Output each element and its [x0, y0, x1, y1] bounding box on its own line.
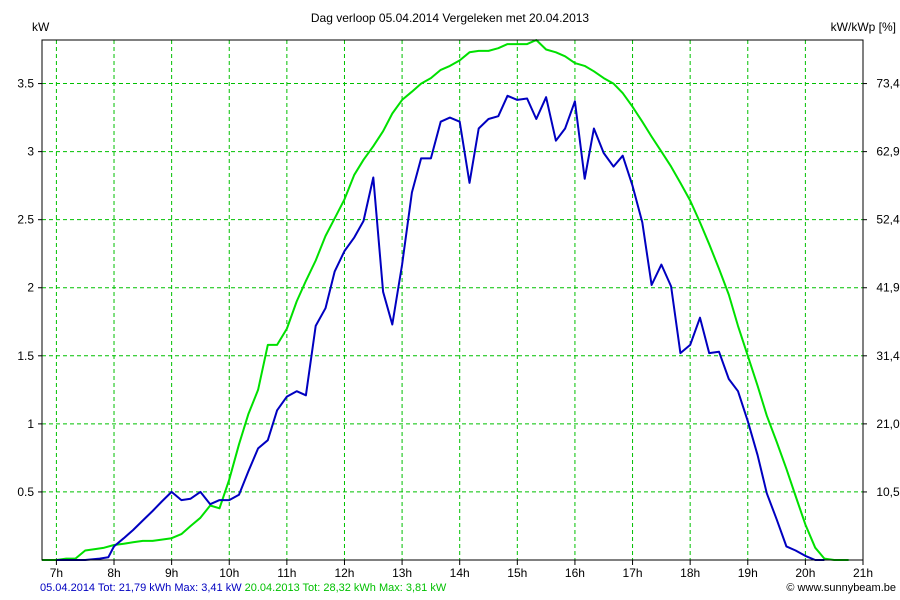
y-axis-label-right: kW/kWp [%]: [831, 20, 896, 34]
credit-text: www.sunnybeam.be: [794, 582, 896, 594]
y-tick-label-left: 2: [27, 281, 34, 295]
x-tick-label: 14h: [450, 566, 470, 580]
x-tick-label: 18h: [680, 566, 700, 580]
series-line-20.04.2013: [42, 39, 849, 561]
chart-title: Dag verloop 05.04.2014 Vergeleken met 20…: [311, 11, 590, 25]
x-tick-label: 20h: [795, 566, 815, 580]
x-tick-label: 12h: [334, 566, 354, 580]
y-tick-label-right: 52,4: [876, 213, 900, 227]
y-tick-label-left: 2.5: [17, 213, 34, 227]
series-layer: [42, 39, 849, 561]
y-tick-label-right: 21,0: [876, 417, 900, 431]
x-tick-label: 11h: [277, 566, 296, 580]
legend-entry-2013: 20.04.2013 Tot: 28,32 kWh Max: 3,81 kW: [244, 582, 447, 594]
x-tick-label: 21h: [853, 566, 873, 580]
series-line-05.04.2014: [56, 94, 825, 561]
legend-footer: 05.04.2014 Tot: 21,79 kWh Max: 3,41 kW 2…: [40, 582, 446, 594]
x-tick-label: 15h: [507, 566, 527, 580]
y-tick-label-left: 1.5: [17, 349, 34, 363]
x-tick-label: 10h: [219, 566, 239, 580]
y-tick-label-left: 1: [27, 417, 34, 431]
y-tick-label-right: 73,4: [876, 77, 900, 91]
x-tick-label: 17h: [623, 566, 643, 580]
y-axis-label-left: kW: [32, 20, 50, 34]
x-tick-label: 9h: [165, 566, 178, 580]
y-tick-label-left: 0.5: [17, 485, 34, 499]
x-tick-label: 7h: [50, 566, 63, 580]
legend-entry-2014: 05.04.2014 Tot: 21,79 kWh Max: 3,41 kW: [40, 582, 242, 594]
y-tick-label-right: 41,9: [876, 281, 900, 295]
y-tick-label-right: 10,5: [876, 485, 900, 499]
copyright-icon: ©: [786, 582, 795, 594]
plot-frame: [41, 39, 864, 561]
x-tick-label: 19h: [738, 566, 758, 580]
y-tick-label-left: 3: [27, 145, 34, 159]
grid: [42, 40, 863, 560]
y-tick-label-left: 3.5: [17, 77, 34, 91]
x-tick-label: 8h: [107, 566, 120, 580]
axis-ticks: 7h 8h 9h 10h 11h 12h 13h 14h 15h 16h 17h 18h 19h 20h 2…: [17, 77, 900, 580]
y-tick-label-right: 62,9: [876, 145, 900, 159]
y-tick-label-right: 31,4: [876, 349, 900, 363]
x-tick-label: 13h: [392, 566, 412, 580]
credit: © www.sunnybeam.be: [786, 582, 896, 594]
x-tick-label: 16h: [565, 566, 585, 580]
